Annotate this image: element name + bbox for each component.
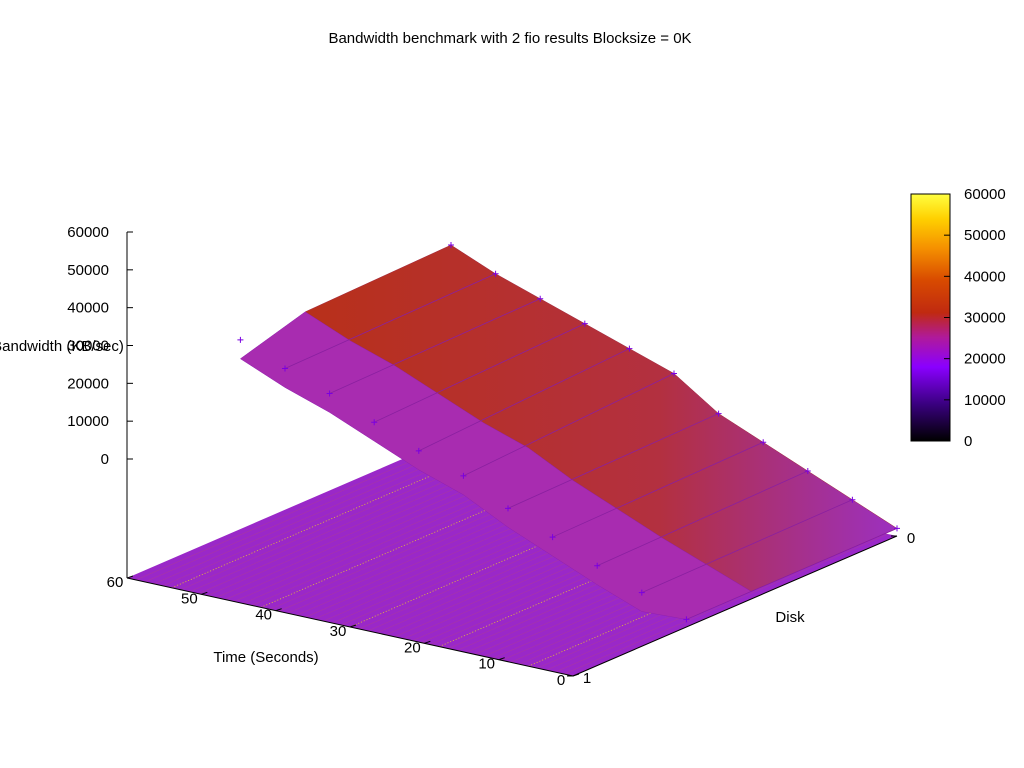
colorbar-tick-label: 40000 (964, 268, 1006, 285)
x-tick-label: 10 (478, 656, 495, 673)
data-point-marker (894, 525, 900, 532)
surface-side (239, 311, 752, 620)
data-point-marker (415, 447, 422, 454)
x-tick-label: 50 (181, 590, 198, 607)
surface-step-line (507, 413, 719, 509)
surface-step-line (686, 528, 898, 620)
surface-step-line (463, 373, 675, 477)
y-axis-line (572, 535, 898, 677)
x-axis-ticks: 0 10 20 30 40 50 60 (107, 574, 580, 689)
data-point-marker (460, 472, 467, 479)
x-tick-mark (201, 591, 208, 595)
data-point-marker (671, 370, 677, 377)
data-point-marker (804, 468, 811, 474)
data-point-marker (683, 616, 690, 623)
z-axis-ticks: 0 10000 20000 30000 40000 50000 60000 (67, 224, 133, 468)
colorbar-tick-label: 50000 (964, 227, 1006, 244)
data-point-marker (626, 345, 633, 352)
z-tick-label: 30000 (67, 338, 109, 355)
y-tick-label: 0 (907, 530, 915, 547)
z-tick-label: 0 (101, 451, 109, 468)
surface-step-line (597, 470, 808, 567)
data-point-marker (849, 496, 856, 503)
data-point-marker (537, 295, 544, 302)
colorbar-gradient (910, 193, 951, 442)
floor-stripe (135, 439, 461, 581)
colorbar-tick-label: 0 (964, 433, 972, 450)
surface-step-line (418, 348, 630, 452)
x-tick-mark (126, 575, 134, 579)
colorbar: 0 10000 20000 30000 40000 50000 60000 (910, 186, 1006, 450)
data-point-marker (715, 410, 722, 417)
x-tick-mark (424, 640, 431, 644)
colorbar-tick-label: 30000 (964, 310, 1006, 327)
x-tick-label: 40 (255, 607, 272, 624)
surface-step-line (374, 323, 585, 423)
data-point-marker (760, 439, 767, 446)
data-point-marker (549, 534, 556, 541)
x-tick-label: 20 (404, 639, 421, 656)
surface-step-line (552, 441, 764, 538)
data-point-marker (282, 365, 288, 372)
z-tick-label: 50000 (67, 262, 109, 279)
data-point-marker (448, 242, 454, 249)
colorbar-tick-label: 20000 (964, 351, 1006, 368)
surface-step-line (284, 273, 496, 369)
data-point-marker (594, 562, 601, 569)
x-axis-label: Time (Seconds) (213, 649, 318, 666)
chart-title: Bandwidth benchmark with 2 fio results B… (328, 30, 691, 47)
data-point-marker (505, 505, 511, 512)
bandwidth-surface (237, 242, 900, 623)
x-tick-label: 60 (107, 574, 124, 591)
colorbar-tick-label: 60000 (964, 186, 1006, 203)
data-point-marker (638, 589, 645, 596)
x-tick-label: 0 (557, 672, 565, 689)
z-tick-label: 10000 (67, 413, 109, 430)
y-axis-ticks: 01 (567, 530, 915, 687)
floor-stripe (563, 533, 889, 675)
surface-step-line (329, 298, 541, 394)
data-point-marker (237, 336, 244, 343)
colorbar-tick-label: 10000 (964, 392, 1006, 409)
y-tick-label: 1 (583, 670, 591, 687)
z-tick-label: 20000 (67, 375, 109, 392)
x-tick-label: 30 (330, 623, 347, 640)
data-point-marker (371, 419, 378, 426)
surface-step-line (641, 499, 853, 593)
x-tick-mark (275, 608, 282, 612)
data-point-marker (326, 390, 333, 397)
z-tick-label: 40000 (67, 300, 109, 317)
data-point-marker (581, 320, 588, 327)
z-axis-label: Bandwidth (KB/sec) (0, 338, 124, 355)
data-point-marker (492, 270, 499, 277)
x-tick-mark (498, 657, 505, 661)
z-tick-label: 60000 (67, 224, 109, 241)
x-tick-mark (349, 624, 357, 628)
colorbar-ticks: 0 10000 20000 30000 40000 50000 60000 (944, 186, 1006, 450)
y-axis-label: Disk (775, 609, 805, 626)
